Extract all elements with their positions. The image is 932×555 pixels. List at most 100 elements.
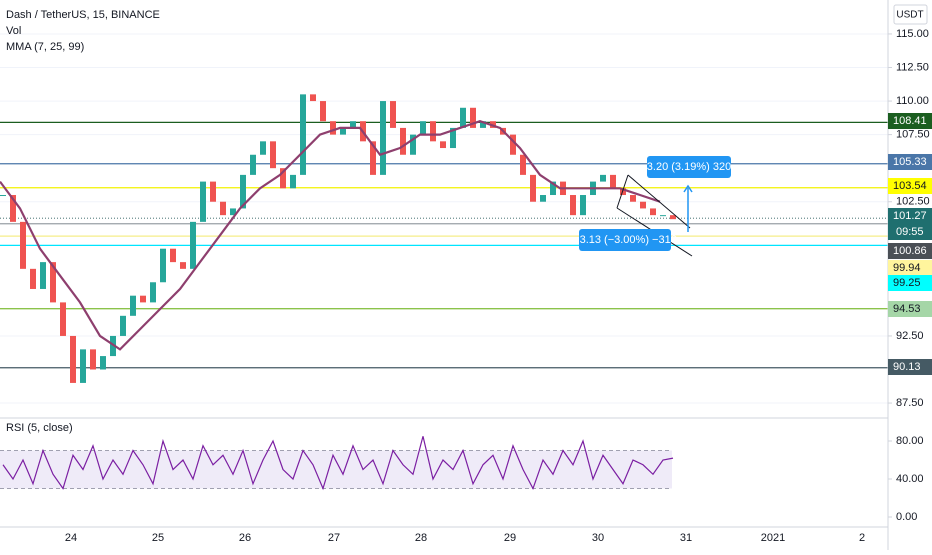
price-level-tag <box>888 243 932 259</box>
y-tick-label: 40.00 <box>896 473 924 485</box>
measure-box <box>647 156 731 178</box>
candle <box>530 174 536 202</box>
currency-box[interactable] <box>893 4 928 25</box>
price-level-label: 103.54 <box>893 180 927 192</box>
candle <box>520 154 526 175</box>
candle <box>570 195 576 216</box>
trendline <box>627 174 691 229</box>
price-level-tag <box>888 178 932 194</box>
candle <box>420 121 426 135</box>
candle <box>270 141 276 169</box>
x-tick-label: 27 <box>328 532 340 544</box>
candle <box>480 121 486 128</box>
candle <box>240 174 246 209</box>
price-level-tag <box>888 208 932 224</box>
candle <box>630 195 636 202</box>
candle <box>280 168 286 189</box>
candle <box>620 188 626 196</box>
candle <box>460 107 466 128</box>
candle <box>20 221 26 269</box>
candle <box>260 141 266 155</box>
price-level-label: 90.13 <box>893 361 921 373</box>
candle <box>310 94 316 102</box>
candle <box>130 295 136 316</box>
candle <box>440 141 446 149</box>
measure-box <box>579 229 671 251</box>
candle <box>0 195 6 197</box>
candle <box>110 335 116 357</box>
candle <box>650 208 656 216</box>
x-tick-label: 2021 <box>761 532 785 544</box>
price-level-label: 99.25 <box>893 277 921 289</box>
trendline <box>616 174 629 209</box>
candle <box>410 134 416 155</box>
price-level-tag <box>888 301 932 317</box>
candle <box>380 101 386 175</box>
candle <box>120 315 126 336</box>
rsi-title: RSI (5, close) <box>6 422 73 434</box>
plot <box>0 33 888 491</box>
x-tick-label: 24 <box>65 532 77 544</box>
candle <box>80 349 86 383</box>
countdown-tag <box>888 224 932 240</box>
price-level-label: 101.27 <box>893 210 927 222</box>
candle <box>10 195 16 222</box>
rsi-band <box>0 450 672 489</box>
indicator-label: Vol <box>6 25 21 37</box>
candle <box>60 302 66 336</box>
price-level-label: 100.86 <box>893 245 927 257</box>
candle <box>470 107 476 128</box>
y-tick-label: 102.50 <box>896 196 930 208</box>
candle <box>390 101 396 128</box>
candle <box>150 282 156 303</box>
candle <box>550 181 556 196</box>
chart-title: Dash / TetherUS, 15, BINANCE <box>6 9 160 21</box>
candle <box>610 174 616 189</box>
candle <box>200 181 206 222</box>
x-tick-label: 30 <box>592 532 604 544</box>
candle <box>190 221 196 269</box>
countdown-label: 09:55 <box>896 226 924 238</box>
y-tick-label: 115.00 <box>896 28 929 40</box>
x-tick-label: 29 <box>504 532 516 544</box>
candle <box>660 215 666 217</box>
candle <box>50 262 56 303</box>
candle <box>450 127 456 149</box>
candle <box>350 121 356 128</box>
price-level-tag <box>888 260 932 276</box>
candle <box>40 262 46 289</box>
candle <box>100 356 106 370</box>
measure-label: 3.20 (3.19%) 320 <box>647 161 731 173</box>
candle <box>640 201 646 209</box>
measure-arrowhead <box>683 184 693 193</box>
candle <box>320 101 326 122</box>
price-level-label: 105.33 <box>893 156 927 168</box>
x-tick-label: 31 <box>680 532 692 544</box>
x-tick-label: 26 <box>239 532 251 544</box>
candle <box>430 121 436 142</box>
y-tick-label: 107.50 <box>896 129 930 141</box>
price-level-label: 99.94 <box>893 262 921 274</box>
candle <box>210 181 216 202</box>
x-tick-label: 2 <box>859 532 865 544</box>
y-tick-label: 0.00 <box>896 511 917 523</box>
y-tick-label: 110.00 <box>896 95 929 107</box>
candle <box>170 248 176 263</box>
candle <box>140 295 146 303</box>
candle <box>670 215 676 220</box>
candle <box>370 141 376 175</box>
y-tick-label: 80.00 <box>896 435 924 447</box>
candle <box>250 154 256 175</box>
candle <box>70 335 76 383</box>
y-tick-label: 92.50 <box>896 330 924 342</box>
y-tick-label: 112.50 <box>896 61 929 73</box>
candle <box>300 94 306 175</box>
candle <box>540 195 546 202</box>
price-level-tag <box>888 113 932 129</box>
candle <box>160 248 166 283</box>
measure-label: −3.13 (−3.00%) −313 <box>573 234 677 246</box>
candle <box>90 349 96 370</box>
price-level-tag <box>888 275 932 291</box>
